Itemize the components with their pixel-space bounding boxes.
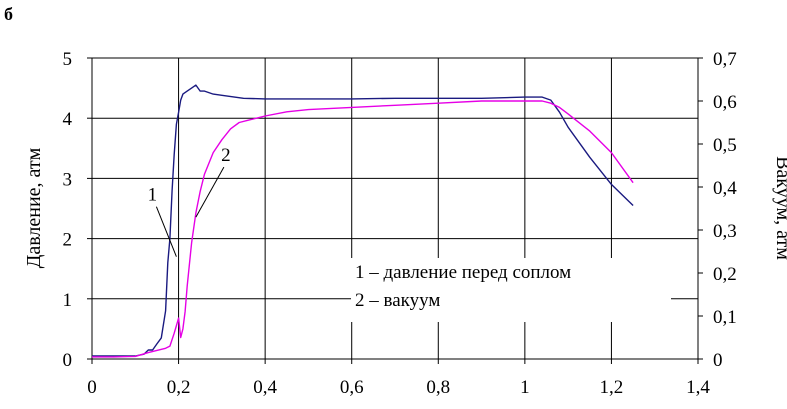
legend-box [351, 258, 671, 322]
panel-label: б [4, 4, 13, 24]
y-tick-label: 0 [63, 350, 73, 371]
y2-tick-label: 0,4 [713, 178, 737, 199]
y-tick-label: 4 [63, 109, 73, 130]
annotations: 12 [148, 145, 231, 257]
annotation-label-1: 1 [148, 185, 158, 206]
x-axis: 0 0,2 0,4 0,6 0,8 1 1,2 1,4 [87, 359, 710, 398]
series-line-2 [92, 100, 634, 358]
x-tick-label: 0,2 [167, 377, 191, 398]
x-tick-label: 0,4 [253, 377, 277, 398]
x-tick-label: 1,2 [600, 377, 624, 398]
plot-frame [91, 57, 699, 360]
x-tick-label: 0,6 [340, 377, 364, 398]
x-tick-label: 0,8 [426, 377, 450, 398]
y-axis-left: 0 1 2 3 4 5 [63, 49, 92, 371]
x-tick-label: 0 [87, 377, 97, 398]
y-axis-title: Давление, атм [23, 147, 45, 268]
y2-tick-label: 0,1 [713, 307, 737, 328]
annotation-label-2: 2 [221, 145, 231, 166]
y-tick-label: 3 [63, 169, 73, 190]
annotation-leader-2 [195, 166, 225, 218]
y-tick-label: 2 [63, 230, 73, 251]
y-axis-right: 0 0,1 0,2 0,3 0,4 0,5 0,6 0,7 [698, 49, 737, 371]
y2-tick-label: 0,6 [713, 92, 737, 113]
legend-entry-2: 2 – вакуум [355, 290, 440, 311]
series-group [92, 84, 634, 358]
legend-entry-1: 1 – давление перед соплом [355, 262, 571, 283]
y2-tick-label: 0,7 [713, 49, 737, 70]
y2-tick-label: 0,5 [713, 135, 737, 156]
series-line-1 [92, 84, 634, 357]
y2-axis-title: Вакуум, атм [772, 156, 787, 260]
y-tick-label: 1 [63, 290, 73, 311]
annotation-leader-1 [155, 206, 177, 257]
x-tick-label: 1 [520, 377, 530, 398]
y-tick-label: 5 [63, 49, 73, 70]
y2-tick-label: 0 [713, 350, 723, 371]
y2-tick-label: 0,3 [713, 221, 737, 242]
y2-tick-label: 0,2 [713, 264, 737, 285]
legend: 1 – давление перед соплом 2 – вакуум [351, 258, 671, 322]
x-tick-label: 1,4 [686, 377, 710, 398]
